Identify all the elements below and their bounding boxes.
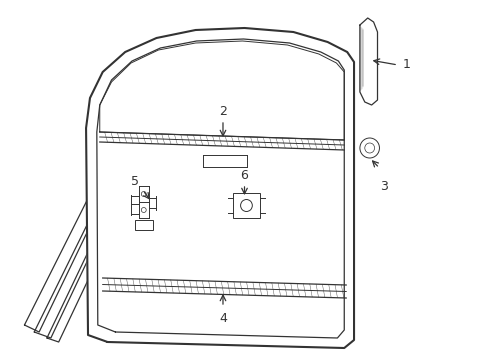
Circle shape: [141, 192, 146, 197]
Polygon shape: [34, 68, 174, 338]
Bar: [135, 220, 152, 230]
Text: 3: 3: [380, 180, 387, 193]
Text: 5: 5: [131, 175, 139, 188]
Polygon shape: [47, 72, 181, 342]
Text: 4: 4: [219, 312, 226, 325]
Polygon shape: [24, 62, 164, 332]
Polygon shape: [359, 18, 377, 105]
Polygon shape: [86, 28, 353, 348]
Text: 2: 2: [219, 105, 226, 118]
Text: 6: 6: [240, 169, 248, 182]
Circle shape: [141, 207, 146, 212]
Bar: [232, 193, 260, 218]
Circle shape: [359, 138, 379, 158]
Text: 1: 1: [402, 58, 410, 72]
